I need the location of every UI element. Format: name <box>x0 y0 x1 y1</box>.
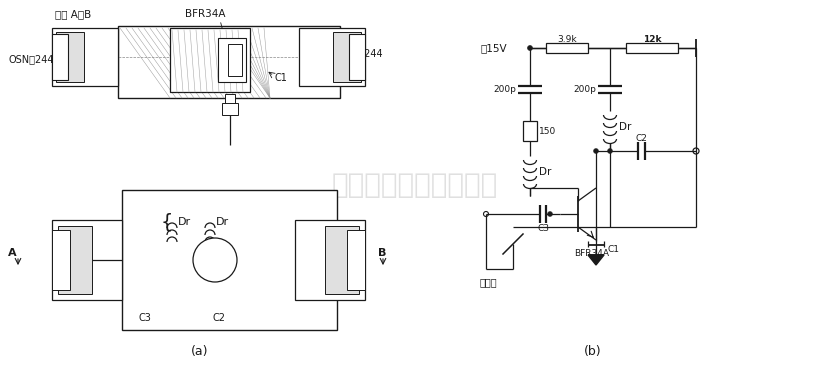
Bar <box>222 103 238 115</box>
Bar <box>546 43 588 53</box>
Text: B: B <box>378 248 387 258</box>
Bar <box>349 34 365 80</box>
Bar <box>626 43 678 53</box>
Circle shape <box>528 45 533 51</box>
Bar <box>52 28 118 86</box>
Bar <box>225 94 235 104</box>
Text: 150: 150 <box>539 127 556 135</box>
Text: (a): (a) <box>191 345 209 359</box>
Text: 截面 A－B: 截面 A－B <box>55 9 91 19</box>
Bar <box>52 220 122 300</box>
Bar <box>52 230 70 290</box>
Bar <box>523 121 537 141</box>
Text: C1: C1 <box>607 245 619 255</box>
Text: 调谐线: 调谐线 <box>480 277 498 287</box>
Text: A: A <box>8 248 17 258</box>
Text: BFR34A: BFR34A <box>185 9 225 19</box>
Circle shape <box>594 148 599 154</box>
Bar <box>170 28 250 92</box>
Text: Dr: Dr <box>216 217 229 227</box>
Bar <box>56 32 84 82</box>
Bar <box>295 220 365 300</box>
Text: 200p: 200p <box>573 85 596 93</box>
Text: 200p: 200p <box>493 85 516 93</box>
Text: Dr: Dr <box>619 122 631 132</box>
Text: 12k: 12k <box>643 34 661 44</box>
Bar <box>347 230 365 290</box>
Text: Dr: Dr <box>539 167 551 177</box>
Bar <box>228 44 242 76</box>
Circle shape <box>193 238 237 282</box>
Bar <box>52 34 68 80</box>
Circle shape <box>548 211 553 217</box>
Bar <box>299 28 365 86</box>
Bar <box>218 38 246 82</box>
Bar <box>118 26 340 98</box>
Text: C3: C3 <box>138 313 151 323</box>
Bar <box>333 32 361 82</box>
Text: C2: C2 <box>212 313 225 323</box>
Text: 杭州将睿科技有限公司: 杭州将睿科技有限公司 <box>331 171 498 199</box>
Bar <box>325 226 359 294</box>
Text: C2: C2 <box>635 134 647 142</box>
Text: OSM－244: OSM－244 <box>336 48 382 58</box>
Text: C1: C1 <box>274 73 287 83</box>
Text: {: { <box>161 213 174 231</box>
Bar <box>122 190 337 330</box>
Circle shape <box>608 148 613 154</box>
Polygon shape <box>588 255 604 265</box>
Bar <box>58 226 92 294</box>
Text: (b): (b) <box>584 345 602 359</box>
Text: BFR34A: BFR34A <box>574 249 609 259</box>
Text: OSN－244: OSN－244 <box>8 54 53 64</box>
Text: C3: C3 <box>537 224 549 232</box>
Text: －15V: －15V <box>480 43 507 53</box>
Text: 3.9k: 3.9k <box>557 34 577 44</box>
Text: Dr: Dr <box>178 217 191 227</box>
